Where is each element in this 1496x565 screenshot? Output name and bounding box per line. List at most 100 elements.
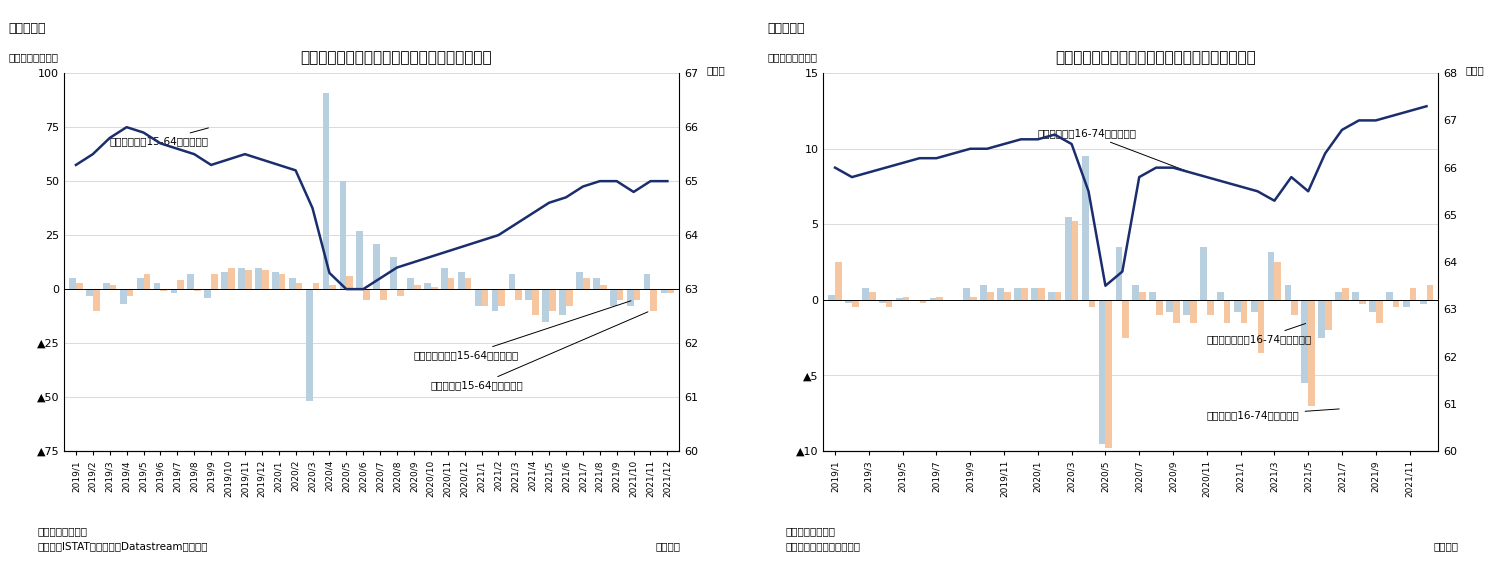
- Bar: [1258, 300, 1264, 353]
- Bar: [1207, 300, 1213, 315]
- Text: （注）季節調整値: （注）季節調整値: [785, 526, 835, 536]
- Bar: [296, 282, 302, 289]
- Bar: [1055, 292, 1062, 300]
- Bar: [835, 262, 842, 300]
- Bar: [205, 289, 211, 298]
- Bar: [509, 274, 515, 289]
- Bar: [221, 272, 227, 289]
- Bar: [254, 267, 262, 289]
- Bar: [76, 282, 82, 289]
- Bar: [69, 279, 76, 289]
- Bar: [465, 279, 471, 289]
- Bar: [929, 298, 936, 300]
- Bar: [272, 272, 278, 289]
- Bar: [1106, 300, 1112, 448]
- Bar: [356, 231, 364, 289]
- Bar: [458, 272, 465, 289]
- Y-axis label: （％）: （％）: [1466, 66, 1484, 76]
- Bar: [610, 289, 616, 306]
- Text: （注）季節調整値: （注）季節調整値: [37, 526, 87, 536]
- Bar: [1342, 288, 1349, 300]
- Bar: [1308, 300, 1315, 406]
- Bar: [543, 289, 549, 321]
- Bar: [1267, 251, 1275, 300]
- Title: ポルトガルの失業者・非労働力人口・労働参加率: ポルトガルの失業者・非労働力人口・労働参加率: [1055, 50, 1255, 65]
- Bar: [886, 300, 893, 307]
- Bar: [1427, 285, 1433, 300]
- Bar: [1403, 300, 1409, 307]
- Bar: [565, 289, 573, 306]
- Text: 非労働者人口（15-64才）の変化: 非労働者人口（15-64才）の変化: [414, 301, 631, 360]
- Bar: [651, 289, 657, 311]
- Bar: [896, 298, 902, 300]
- Bar: [583, 279, 589, 289]
- Bar: [194, 289, 200, 292]
- Bar: [1275, 262, 1281, 300]
- Bar: [1385, 292, 1393, 300]
- Bar: [1082, 157, 1089, 300]
- Bar: [127, 289, 133, 295]
- Bar: [616, 289, 624, 300]
- Bar: [869, 292, 875, 300]
- Bar: [661, 289, 667, 293]
- Bar: [1369, 300, 1376, 312]
- Bar: [109, 285, 117, 289]
- Bar: [1183, 300, 1189, 315]
- Bar: [380, 289, 387, 300]
- Bar: [1189, 300, 1197, 323]
- Bar: [1200, 247, 1207, 300]
- Text: 失業者数（15-64才）の変化: 失業者数（15-64才）の変化: [431, 312, 648, 390]
- Bar: [1038, 288, 1044, 300]
- Bar: [1167, 300, 1173, 312]
- Bar: [278, 274, 286, 289]
- Bar: [160, 289, 168, 292]
- Bar: [1420, 300, 1427, 305]
- Text: （資料）ポルトガル統計局: （資料）ポルトガル統計局: [785, 541, 860, 551]
- Bar: [862, 288, 869, 300]
- Bar: [238, 267, 245, 289]
- Bar: [533, 289, 539, 315]
- Bar: [902, 297, 910, 300]
- Bar: [1393, 300, 1399, 307]
- Bar: [1132, 285, 1140, 300]
- Bar: [120, 289, 127, 304]
- Bar: [498, 289, 506, 306]
- Bar: [1285, 285, 1291, 300]
- Bar: [1358, 300, 1366, 305]
- Bar: [154, 282, 160, 289]
- Bar: [1149, 292, 1156, 300]
- Bar: [245, 270, 251, 289]
- Bar: [1336, 292, 1342, 300]
- Bar: [364, 289, 370, 300]
- Bar: [305, 289, 313, 401]
- Bar: [1098, 300, 1106, 444]
- Bar: [1173, 300, 1180, 323]
- Bar: [1240, 300, 1248, 323]
- Bar: [323, 93, 329, 289]
- Bar: [144, 274, 150, 289]
- Bar: [1071, 221, 1079, 300]
- Bar: [396, 289, 404, 295]
- Bar: [1251, 300, 1258, 312]
- Bar: [1352, 292, 1358, 300]
- Bar: [600, 285, 606, 289]
- Bar: [227, 267, 235, 289]
- Bar: [560, 289, 565, 315]
- Bar: [1224, 300, 1231, 323]
- Text: （前月差、万人）: （前月差、万人）: [9, 52, 58, 62]
- Bar: [592, 279, 600, 289]
- Bar: [447, 279, 455, 289]
- Text: 労働参加率（16-74才、右軸）: 労働参加率（16-74才、右軸）: [1038, 128, 1188, 171]
- Bar: [963, 288, 971, 300]
- Bar: [980, 285, 987, 300]
- Bar: [1049, 292, 1055, 300]
- Text: （前月差、万人）: （前月差、万人）: [767, 52, 818, 62]
- Bar: [407, 279, 414, 289]
- Bar: [667, 289, 675, 293]
- Bar: [998, 288, 1004, 300]
- Bar: [913, 300, 920, 302]
- Y-axis label: （％）: （％）: [706, 66, 726, 76]
- Bar: [93, 289, 100, 311]
- Bar: [1376, 300, 1382, 323]
- Bar: [1291, 300, 1299, 315]
